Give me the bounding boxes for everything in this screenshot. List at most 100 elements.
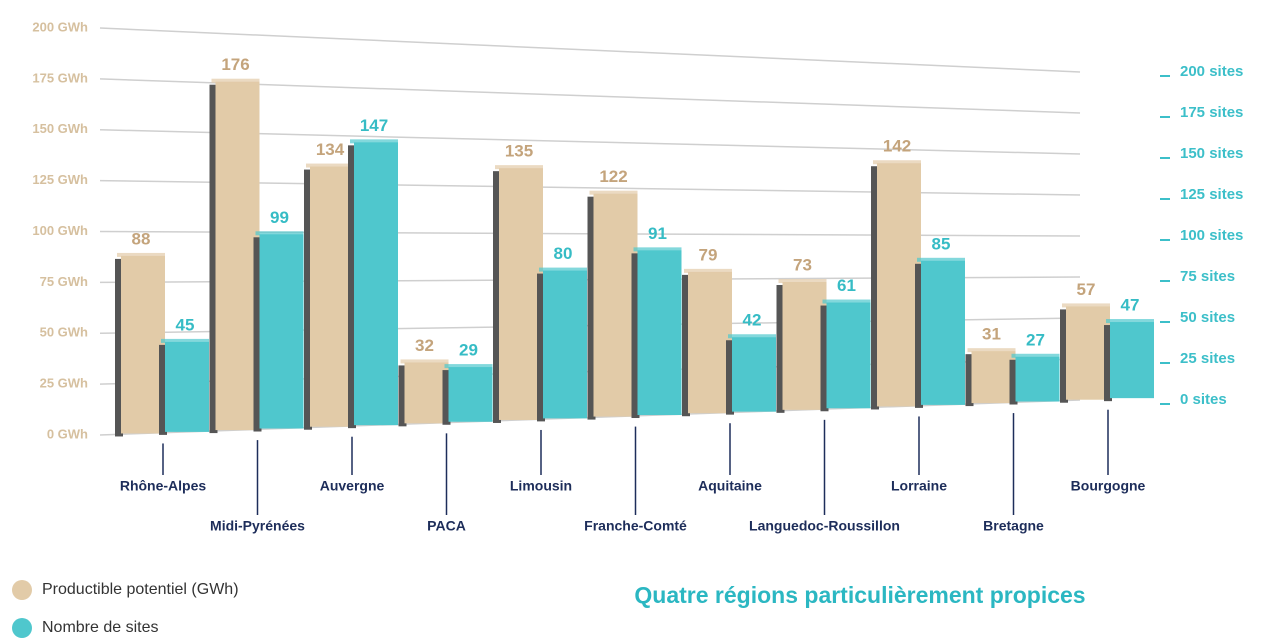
- bar: [1015, 356, 1060, 402]
- x-tick-label: Franche-Comté: [584, 518, 687, 534]
- bar-top: [400, 359, 449, 364]
- bar-side: [209, 84, 218, 434]
- y2-tick-label: 100 sites: [1180, 227, 1243, 244]
- bar-side: [115, 258, 123, 437]
- bar: [543, 270, 587, 419]
- grid-line: [99, 129, 1081, 155]
- bar-top: [822, 299, 871, 304]
- value-label: 91: [648, 224, 667, 243]
- value-label: 135: [505, 142, 533, 161]
- value-label: 85: [932, 234, 951, 253]
- y-tick-label: 150 GWh: [32, 121, 88, 136]
- y-tick-label: 125 GWh: [32, 172, 88, 187]
- bar: [499, 168, 543, 420]
- bar-top: [161, 338, 209, 343]
- y2-tick-label: 0 sites: [1180, 391, 1227, 408]
- bar-side: [1104, 325, 1112, 402]
- bar-top: [495, 165, 543, 170]
- y-tick-label: 175 GWh: [32, 70, 88, 85]
- bar-top: [1106, 319, 1154, 324]
- bar-side: [682, 274, 690, 417]
- bar: [732, 337, 776, 412]
- bar: [637, 250, 682, 416]
- bar-top: [350, 139, 398, 144]
- y2-tick-label: 75 sites: [1180, 268, 1235, 285]
- value-label: 122: [599, 167, 627, 186]
- bar-side: [915, 263, 923, 408]
- bar: [971, 351, 1016, 404]
- bar-top: [684, 268, 732, 273]
- value-label: 142: [883, 137, 911, 156]
- value-label: 29: [459, 341, 478, 360]
- value-label: 27: [1026, 330, 1045, 349]
- bar: [1110, 322, 1154, 399]
- bar-top: [444, 364, 493, 369]
- value-label: 61: [837, 276, 856, 295]
- bar: [121, 255, 165, 434]
- value-label: 31: [982, 325, 1001, 344]
- bar-side: [442, 370, 451, 425]
- y2-tick-label: 25 sites: [1180, 350, 1235, 367]
- x-tick-label: Bourgogne: [1071, 478, 1146, 494]
- bar: [1066, 306, 1110, 400]
- value-label: 73: [793, 255, 812, 274]
- value-label: 147: [360, 116, 388, 135]
- bar-top: [589, 190, 638, 195]
- y2-tick-label: 200 sites: [1180, 63, 1243, 80]
- bar: [354, 142, 398, 426]
- x-tick-label: Aquitaine: [698, 478, 762, 494]
- x-tick-label: Limousin: [510, 478, 572, 494]
- grid-line: [99, 27, 1081, 73]
- x-tick-label: Languedoc-Roussillon: [749, 518, 900, 534]
- x-tick-label: Auvergne: [320, 478, 385, 494]
- y-tick-label: 25 GWh: [40, 376, 88, 391]
- bar: [688, 271, 732, 414]
- legend-label: Nombre de sites: [42, 619, 159, 636]
- bar-top: [306, 163, 354, 168]
- value-label: 134: [316, 140, 345, 159]
- bar-top: [211, 78, 260, 83]
- legend-swatch: [12, 618, 32, 638]
- value-label: 57: [1077, 280, 1096, 299]
- y-tick-label: 200 GWh: [32, 19, 88, 34]
- bar: [259, 234, 304, 429]
- bar-side: [631, 253, 640, 419]
- bar-side: [587, 196, 596, 420]
- bar-top: [255, 231, 304, 236]
- bar: [404, 362, 449, 424]
- bar: [826, 302, 871, 409]
- grid-line: [99, 78, 1081, 114]
- value-label: 88: [132, 229, 151, 248]
- y-tick-label: 75 GWh: [40, 274, 88, 289]
- x-tick-label: Rhône-Alpes: [120, 478, 207, 494]
- bar-side: [1060, 309, 1068, 403]
- y2-tick-label: 150 sites: [1180, 145, 1243, 162]
- bar-side: [493, 171, 501, 423]
- bar-top: [1062, 303, 1110, 308]
- bar: [165, 341, 209, 432]
- legend-label: Productible potentiel (GWh): [42, 581, 239, 598]
- bar-top: [917, 257, 965, 262]
- bar: [877, 163, 921, 407]
- value-label: 47: [1121, 296, 1140, 315]
- y2-tick-label: 175 sites: [1180, 104, 1243, 121]
- bar: [921, 260, 965, 405]
- bar-top: [1011, 353, 1060, 358]
- bar-top: [539, 267, 587, 272]
- y-tick-label: 0 GWh: [47, 426, 88, 441]
- bar: [593, 193, 638, 417]
- x-tick-label: Midi-Pyrénées: [210, 518, 305, 534]
- x-tick-label: Lorraine: [891, 478, 947, 494]
- bar: [310, 166, 354, 427]
- bar-top: [873, 160, 921, 165]
- value-label: 45: [176, 315, 195, 334]
- bar-top: [728, 334, 776, 339]
- bar: [782, 282, 827, 410]
- legend-swatch: [12, 580, 32, 600]
- bar-side: [871, 166, 879, 410]
- bar: [448, 367, 493, 422]
- value-label: 80: [554, 244, 573, 263]
- value-label: 42: [743, 311, 762, 330]
- bar-side: [726, 340, 734, 415]
